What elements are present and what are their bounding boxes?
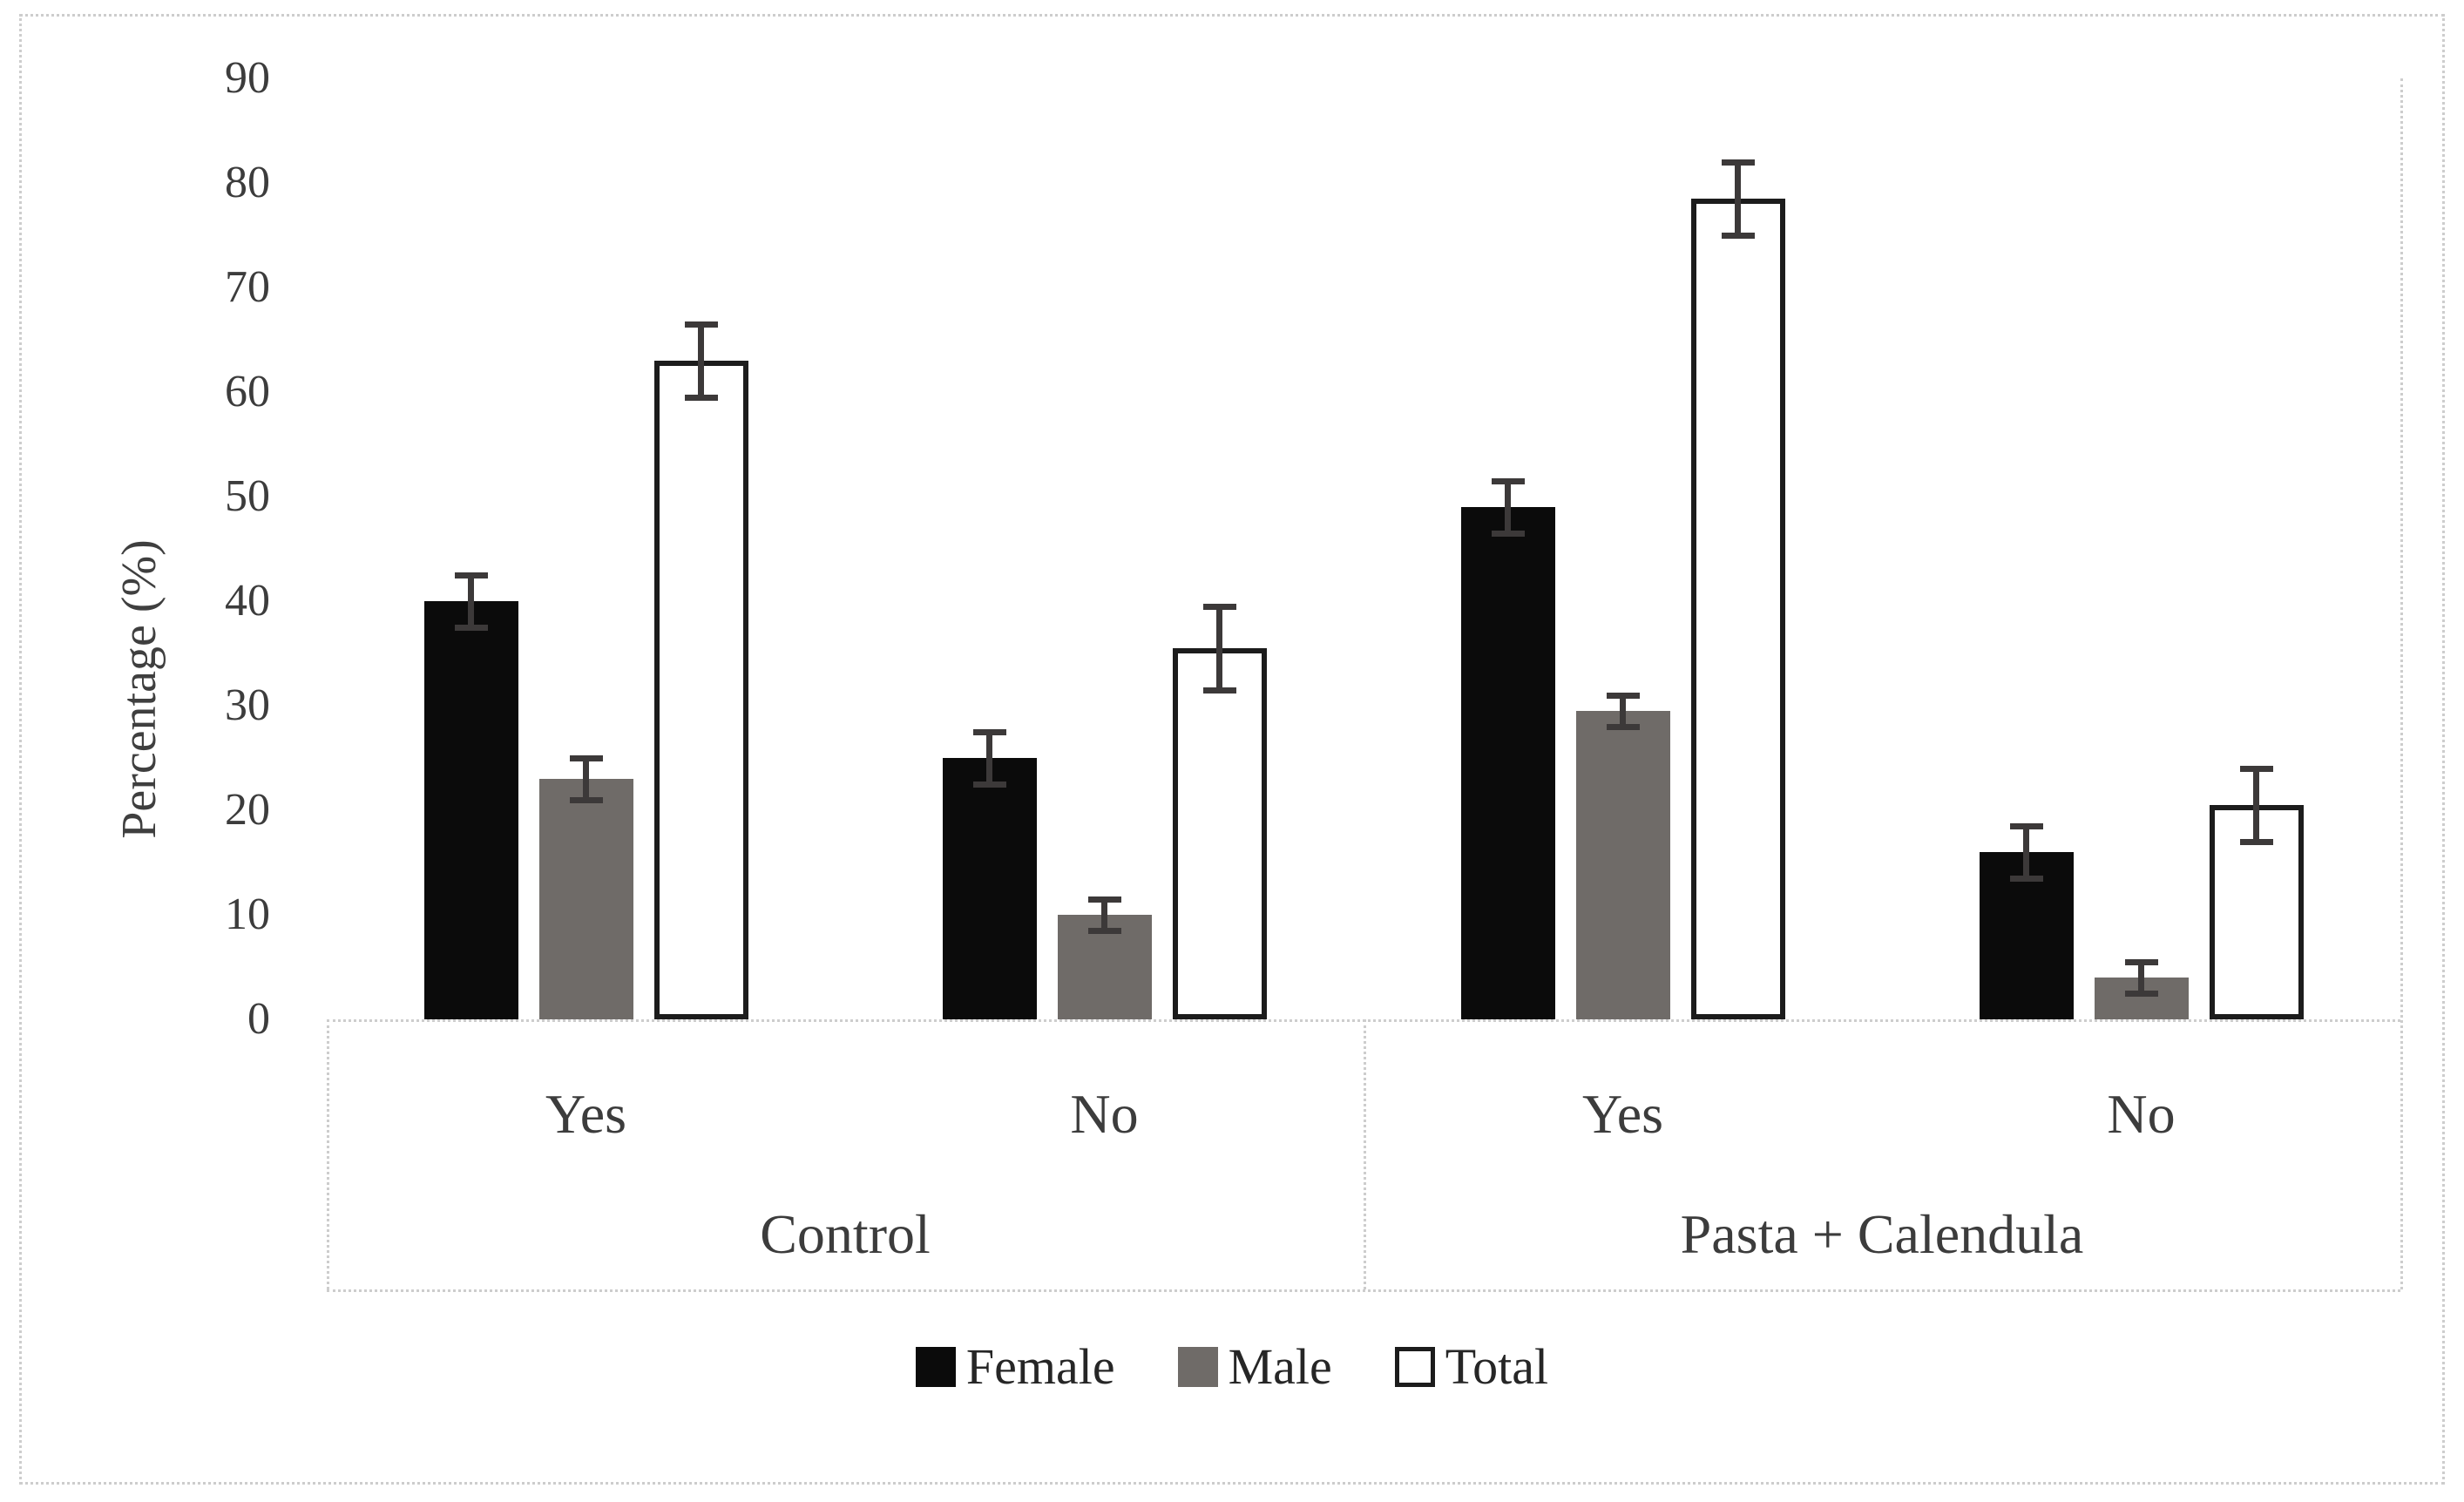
y-tick-label-10: 10 — [225, 890, 270, 939]
error-bar-total-pasta-calendula-yes-cap-top — [1721, 159, 1755, 166]
error-bar-female-pasta-calendula-no-line — [2023, 826, 2029, 878]
error-bar-female-pasta-calendula-yes-line — [1505, 481, 1511, 533]
error-bar-total-pasta-calendula-no-line — [2253, 768, 2259, 842]
y-tick-label-20: 20 — [225, 785, 270, 835]
category-label-control-yes: Yes — [545, 1083, 627, 1145]
error-bar-male-control-yes-line — [583, 758, 589, 800]
error-bar-male-pasta-calendula-yes-cap-top — [1606, 692, 1640, 699]
legend-swatch-male-icon — [1177, 1347, 1218, 1387]
y-tick-label-40: 40 — [225, 576, 270, 626]
error-bar-total-control-yes-cap-bottom — [684, 394, 718, 401]
y-tick-label-80: 80 — [225, 158, 270, 207]
y-tick-label-90: 90 — [225, 53, 270, 103]
error-bar-female-pasta-calendula-yes-cap-top — [1491, 477, 1525, 484]
group-label-pasta-calendula: Pasta + Calendula — [1680, 1203, 2084, 1265]
legend-label-total: Total — [1445, 1338, 1549, 1395]
legend-swatch-total-icon — [1394, 1347, 1435, 1387]
error-bar-male-control-yes-cap-top — [569, 754, 603, 761]
legend-label-female: Female — [965, 1338, 1115, 1395]
error-bar-female-control-yes-cap-bottom — [454, 624, 488, 631]
legend-swatch-female-icon — [915, 1347, 956, 1387]
bar-female-control-yes — [423, 601, 518, 1019]
error-bar-male-control-yes-cap-bottom — [569, 796, 603, 803]
x-axis-line — [327, 1019, 2400, 1022]
bar-male-pasta-calendula-yes — [1575, 711, 1670, 1019]
category-box-bottom-line — [327, 1289, 2400, 1292]
bar-female-pasta-calendula-yes — [1460, 507, 1555, 1019]
legend-item-female: Female — [915, 1338, 1115, 1395]
error-bar-total-control-no-cap-bottom — [1202, 687, 1236, 693]
error-bar-male-pasta-calendula-no-cap-top — [2124, 958, 2158, 965]
error-bar-female-pasta-calendula-yes-cap-bottom — [1491, 530, 1525, 537]
y-tick-label-30: 30 — [225, 680, 270, 730]
error-bar-female-control-no-line — [986, 732, 992, 784]
y-tick-label-0: 0 — [247, 994, 270, 1044]
error-bar-male-control-no-cap-bottom — [1087, 927, 1121, 934]
error-bar-male-control-no-cap-top — [1087, 896, 1121, 903]
bar-female-control-no — [942, 758, 1037, 1019]
plot-right-border-line — [2400, 78, 2403, 1289]
category-label-pasta-calendula-no: No — [2107, 1083, 2176, 1145]
error-bar-female-pasta-calendula-no-cap-bottom — [2009, 875, 2043, 882]
error-bar-total-pasta-calendula-no-cap-top — [2239, 765, 2273, 772]
legend-item-male: Male — [1177, 1338, 1332, 1395]
error-bar-total-control-yes-cap-top — [684, 321, 718, 328]
error-bar-total-control-no-cap-top — [1202, 603, 1236, 610]
legend: Female Male Total — [0, 1342, 2464, 1392]
error-bar-male-pasta-calendula-yes-cap-bottom — [1606, 723, 1640, 730]
bar-total-control-yes — [653, 361, 748, 1019]
error-bar-male-control-no-line — [1101, 899, 1107, 930]
category-label-control-no: No — [1070, 1083, 1139, 1145]
error-bar-male-pasta-calendula-no-cap-bottom — [2124, 990, 2158, 997]
error-bar-female-control-yes-line — [468, 575, 474, 627]
error-bar-total-control-no-line — [1216, 606, 1222, 690]
category-label-pasta-calendula-yes: Yes — [1581, 1083, 1664, 1145]
y-tick-label-50: 50 — [225, 471, 270, 521]
error-bar-male-pasta-calendula-no-line — [2138, 962, 2144, 993]
error-bar-female-pasta-calendula-no-cap-top — [2009, 822, 2043, 829]
legend-label-male: Male — [1228, 1338, 1332, 1395]
y-tick-label-70: 70 — [225, 262, 270, 312]
error-bar-male-pasta-calendula-yes-line — [1620, 695, 1626, 727]
y-tick-label-60: 60 — [225, 367, 270, 416]
legend-item-total: Total — [1394, 1338, 1549, 1395]
bar-male-control-yes — [538, 779, 633, 1019]
error-bar-female-control-no-cap-top — [972, 728, 1006, 735]
error-bar-female-control-no-cap-bottom — [972, 781, 1006, 788]
error-bar-total-control-yes-line — [698, 324, 704, 397]
error-bar-female-control-yes-cap-top — [454, 572, 488, 578]
error-bar-total-pasta-calendula-no-cap-bottom — [2239, 838, 2273, 845]
error-bar-total-pasta-calendula-yes-line — [1735, 162, 1741, 235]
error-bar-total-pasta-calendula-yes-cap-bottom — [1721, 232, 1755, 239]
group-label-control: Control — [760, 1203, 931, 1265]
bar-total-control-no — [1172, 648, 1267, 1019]
bar-total-pasta-calendula-yes — [1690, 199, 1785, 1019]
